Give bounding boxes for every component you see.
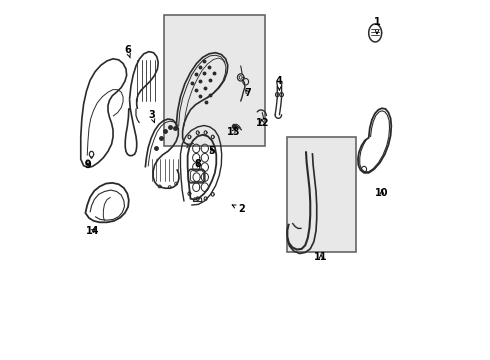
Bar (287, 137, 356, 252)
Text: 2: 2 (232, 204, 245, 215)
Text: 12: 12 (255, 118, 269, 128)
Text: 4: 4 (276, 76, 283, 90)
Text: 5: 5 (209, 146, 216, 156)
Text: 6: 6 (124, 45, 131, 58)
Text: 1: 1 (373, 17, 380, 34)
Text: 9: 9 (85, 160, 91, 170)
Text: 8: 8 (194, 159, 201, 169)
Text: 14: 14 (86, 226, 99, 236)
Text: 10: 10 (375, 188, 389, 198)
Bar (164, 15, 265, 146)
Text: 13: 13 (227, 127, 240, 136)
Text: 11: 11 (314, 252, 328, 262)
Text: 3: 3 (148, 110, 155, 123)
Text: 7: 7 (245, 88, 251, 98)
